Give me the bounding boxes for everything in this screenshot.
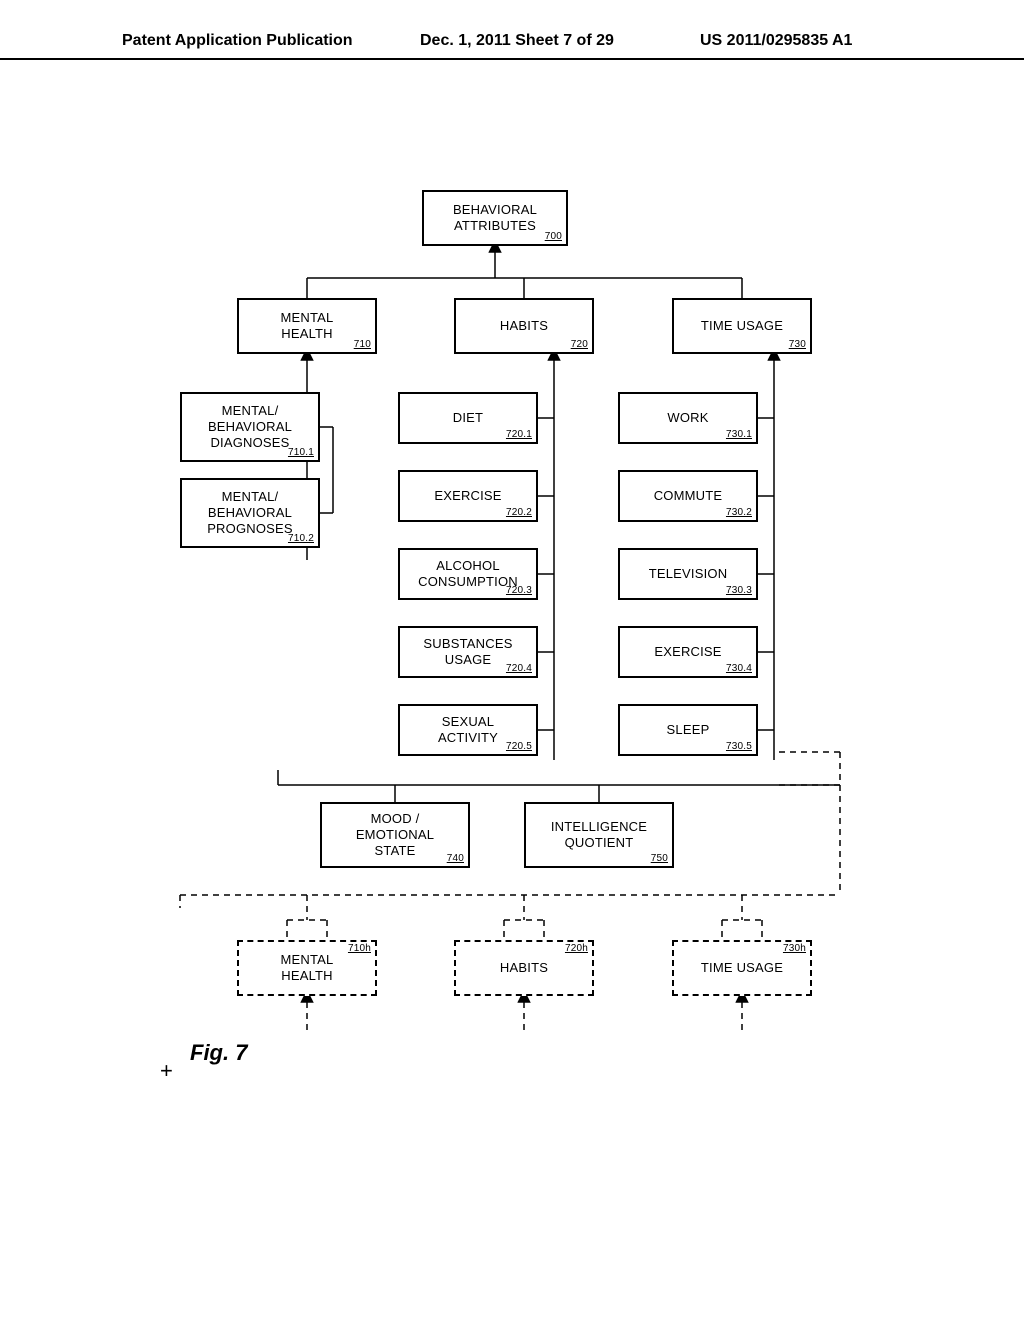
node-reflabel: 720 — [571, 339, 588, 352]
node-t_tv: TELEVISION 730.3 — [618, 548, 758, 600]
node-reflabel: 750 — [651, 853, 668, 866]
node-label: INTELLIGENCEQUOTIENT — [551, 819, 647, 852]
node-label: WORK — [667, 410, 708, 426]
node-label: EXERCISE — [654, 644, 721, 660]
node-label: TIME USAGE — [701, 960, 783, 976]
node-reflabel: 730h — [783, 943, 806, 956]
diagram-canvas: BEHAVIORALATTRIBUTES 700 MENTALHEALTH 710 HA… — [0, 0, 1024, 1320]
node-reflabel: 700 — [545, 231, 562, 244]
node-h_exer: EXERCISE 720.2 — [398, 470, 538, 522]
node-label: HABITS — [500, 318, 548, 334]
node-h_sub: SUBSTANCESUSAGE720.4 — [398, 626, 538, 678]
node-reflabel: 740 — [447, 853, 464, 866]
node-h_diet: DIET 720.1 — [398, 392, 538, 444]
node-label: SEXUALACTIVITY — [438, 714, 498, 747]
node-label: TIME USAGE — [701, 318, 783, 334]
node-label: ALCOHOLCONSUMPTION — [418, 558, 518, 591]
node-label: MENTALHEALTH — [281, 952, 334, 985]
node-label: TELEVISION — [649, 566, 728, 582]
node-reflabel: 720.1 — [506, 429, 532, 442]
node-label: MENTALHEALTH — [281, 310, 334, 343]
node-reflabel: 720.3 — [506, 585, 532, 598]
node-m_diag: MENTAL/BEHAVIORALDIAGNOSES710.1 — [180, 392, 320, 462]
node-reflabel: 730.4 — [726, 663, 752, 676]
node-label: MENTAL/BEHAVIORALDIAGNOSES — [208, 403, 292, 452]
crossmark-icon: + — [160, 1058, 173, 1084]
node-reflabel: 720.4 — [506, 663, 532, 676]
node-label: SLEEP — [667, 722, 710, 738]
node-reflabel: 730.3 — [726, 585, 752, 598]
node-iq: INTELLIGENCEQUOTIENT 750 — [524, 802, 674, 868]
node-mental: MENTALHEALTH 710 — [237, 298, 377, 354]
node-t_exer: EXERCISE 730.4 — [618, 626, 758, 678]
node-reflabel: 730.2 — [726, 507, 752, 520]
node-t_sleep: SLEEP 730.5 — [618, 704, 758, 756]
node-reflabel: 710.2 — [288, 533, 314, 546]
node-reflabel: 710h — [348, 943, 371, 956]
node-timeusage: TIME USAGE 730 — [672, 298, 812, 354]
node-reflabel: 720h — [565, 943, 588, 956]
node-reflabel: 720.5 — [506, 741, 532, 754]
node-label: BEHAVIORALATTRIBUTES — [453, 202, 537, 235]
node-m_prog: MENTAL/BEHAVIORALPROGNOSES710.2 — [180, 478, 320, 548]
node-reflabel: 730 — [789, 339, 806, 352]
node-hm: MENTALHEALTH 710h — [237, 940, 377, 996]
node-t_work: WORK 730.1 — [618, 392, 758, 444]
node-label: HABITS — [500, 960, 548, 976]
node-hh: HABITS 720h — [454, 940, 594, 996]
node-t_comm: COMMUTE730.2 — [618, 470, 758, 522]
node-reflabel: 730.5 — [726, 741, 752, 754]
node-reflabel: 710 — [354, 339, 371, 352]
node-ht: TIME USAGE730h — [672, 940, 812, 996]
page: Patent Application Publication Dec. 1, 2… — [0, 0, 1024, 1320]
node-label: MOOD /EMOTIONALSTATE — [356, 811, 434, 860]
node-root: BEHAVIORALATTRIBUTES 700 — [422, 190, 568, 246]
figure-label: Fig. 7 — [190, 1040, 247, 1066]
node-h_sex: SEXUALACTIVITY 720.5 — [398, 704, 538, 756]
node-reflabel: 720.2 — [506, 507, 532, 520]
node-h_alc: ALCOHOLCONSUMPTION720.3 — [398, 548, 538, 600]
node-label: DIET — [453, 410, 483, 426]
node-habits: HABITS 720 — [454, 298, 594, 354]
node-label: MENTAL/BEHAVIORALPROGNOSES — [207, 489, 293, 538]
node-reflabel: 730.1 — [726, 429, 752, 442]
node-label: EXERCISE — [434, 488, 501, 504]
node-mood: MOOD /EMOTIONALSTATE 740 — [320, 802, 470, 868]
node-reflabel: 710.1 — [288, 447, 314, 460]
node-label: SUBSTANCESUSAGE — [423, 636, 512, 669]
node-label: COMMUTE — [654, 488, 723, 504]
